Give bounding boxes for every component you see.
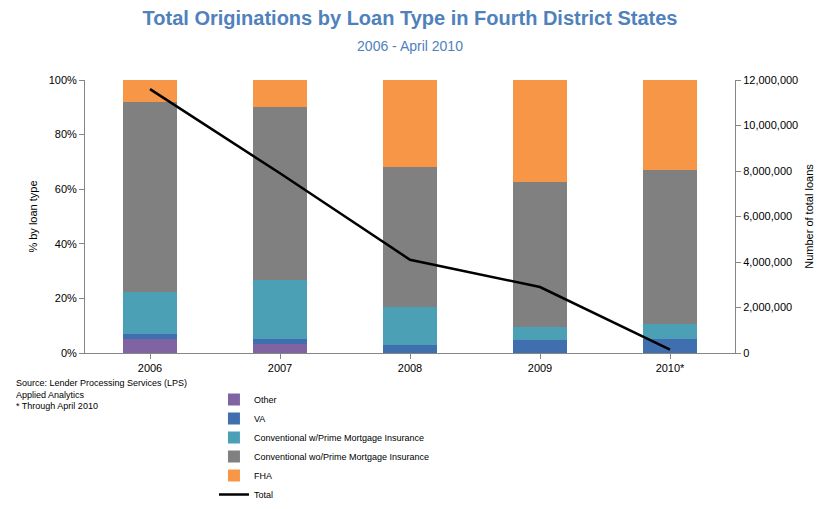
svg-text:Conventional wo/Prime Mortgage: Conventional wo/Prime Mortgage Insurance xyxy=(254,452,429,462)
svg-text:100%: 100% xyxy=(49,74,77,86)
svg-text:2008: 2008 xyxy=(398,362,422,374)
svg-text:60%: 60% xyxy=(55,183,77,195)
svg-text:2009: 2009 xyxy=(528,362,552,374)
svg-text:Source: Lender Processing Serv: Source: Lender Processing Services (LPS)… xyxy=(16,378,187,411)
svg-text:0%: 0% xyxy=(61,347,77,359)
svg-text:80%: 80% xyxy=(55,128,77,140)
svg-text:FHA: FHA xyxy=(254,471,272,481)
svg-text:Conventional w/Prime Mortgage: Conventional w/Prime Mortgage Insurance xyxy=(254,433,424,443)
svg-text:10,000,000: 10,000,000 xyxy=(743,119,798,131)
svg-text:Total Originations by Loan Typ: Total Originations by Loan Type in Fourt… xyxy=(143,7,678,54)
svg-text:Total: Total xyxy=(254,490,273,500)
svg-text:20%: 20% xyxy=(55,292,77,304)
svg-text:% by loan type: % by loan type xyxy=(27,180,39,252)
svg-text:Number of total loans: Number of total loans xyxy=(803,164,815,269)
svg-text:2007: 2007 xyxy=(268,362,292,374)
svg-text:2006: 2006 xyxy=(138,362,162,374)
svg-text:6,000,000: 6,000,000 xyxy=(743,210,792,222)
svg-text:VA: VA xyxy=(254,414,265,424)
svg-text:8,000,000: 8,000,000 xyxy=(743,165,792,177)
svg-text:2010*: 2010* xyxy=(656,362,685,374)
svg-text:0: 0 xyxy=(743,347,749,359)
svg-text:2,000,000: 2,000,000 xyxy=(743,301,792,313)
svg-text:4,000,000: 4,000,000 xyxy=(743,256,792,268)
svg-text:12,000,000: 12,000,000 xyxy=(743,74,798,86)
svg-text:Other: Other xyxy=(254,395,277,405)
svg-text:40%: 40% xyxy=(55,238,77,250)
